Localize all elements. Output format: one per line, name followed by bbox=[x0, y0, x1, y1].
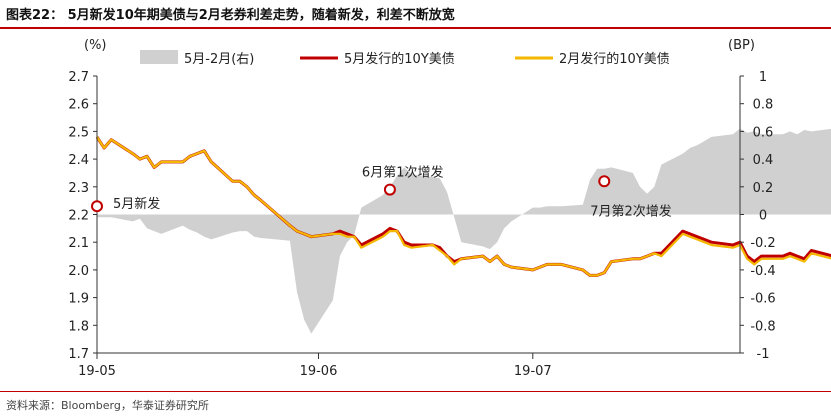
left-tick-label: 2.6 bbox=[68, 98, 89, 113]
right-tick-label: -0.6 bbox=[750, 292, 775, 307]
right-tick-label: 0.2 bbox=[753, 181, 774, 196]
right-tick-label: 0.6 bbox=[753, 125, 774, 140]
annotations-layer: 5月新发 6月第1次增发 7月第2次增发 bbox=[91, 165, 672, 219]
x-tick-label: 19-07 bbox=[514, 364, 552, 379]
series-line-feb-10y bbox=[96, 136, 831, 277]
legend-label: 5月发行的10Y美债 bbox=[344, 51, 455, 67]
legend-label: 5月-2月(右) bbox=[184, 52, 254, 67]
series-area-spread bbox=[97, 128, 831, 334]
left-tick-label: 2.1 bbox=[68, 236, 89, 251]
footer-divider bbox=[0, 391, 831, 392]
legend: 5月-2月(右) 5月发行的10Y美债 2月发行的10Y美债 bbox=[140, 50, 670, 67]
x-tick-label: 19-06 bbox=[300, 364, 338, 379]
left-tick-label: 2.4 bbox=[68, 153, 89, 168]
left-tick-label: 2.0 bbox=[68, 264, 89, 279]
lines-layer bbox=[95, 136, 831, 277]
left-tick-label: 1.7 bbox=[68, 347, 89, 362]
left-tick-label: 2.5 bbox=[68, 125, 89, 140]
legend-label: 2月发行的10Y美债 bbox=[559, 51, 670, 67]
figure-title: 图表22： 5月新发10年期美债与2月老券利差走势，随着新发，利差不断放宽 bbox=[6, 8, 455, 23]
left-tick-label: 1.8 bbox=[68, 319, 89, 334]
left-tick-label: 1.9 bbox=[68, 292, 89, 307]
annotation-marker bbox=[598, 175, 611, 188]
right-tick-label: 1 bbox=[759, 70, 767, 85]
right-tick-label: 0 bbox=[759, 209, 767, 224]
legend-swatch-area bbox=[140, 50, 178, 64]
area-layer bbox=[97, 128, 831, 334]
source-note: 资料来源：Bloomberg，华泰证券研究所 bbox=[6, 399, 209, 412]
right-tick-label: -1 bbox=[757, 347, 770, 362]
annotation-label: 6月第1次增发 bbox=[362, 165, 444, 181]
axes-layer: 2.7 2.6 2.5 2.4 2.3 2.2 2.1 2.0 1.9 1.8 1.7 1 0.8 0.6… bbox=[68, 70, 775, 379]
right-tick-label: 0.8 bbox=[753, 98, 774, 113]
right-tick-label: -0.2 bbox=[750, 236, 775, 251]
right-axis-unit: (BP) bbox=[728, 38, 755, 53]
title-divider bbox=[0, 27, 831, 29]
left-tick-label: 2.7 bbox=[68, 70, 89, 85]
left-axis-unit: (%) bbox=[84, 38, 107, 53]
left-tick-label: 2.3 bbox=[68, 181, 89, 196]
left-tick-label: 2.2 bbox=[68, 209, 89, 224]
annotation-marker bbox=[383, 183, 396, 196]
annotation-label: 5月新发 bbox=[113, 196, 160, 212]
annotation-marker bbox=[91, 200, 103, 213]
annotation-label: 7月第2次增发 bbox=[590, 203, 672, 219]
right-tick-label: -0.8 bbox=[750, 319, 775, 334]
x-tick-label: 19-05 bbox=[78, 364, 116, 379]
right-tick-label: 0.4 bbox=[753, 153, 774, 168]
right-tick-label: -0.4 bbox=[750, 264, 775, 279]
